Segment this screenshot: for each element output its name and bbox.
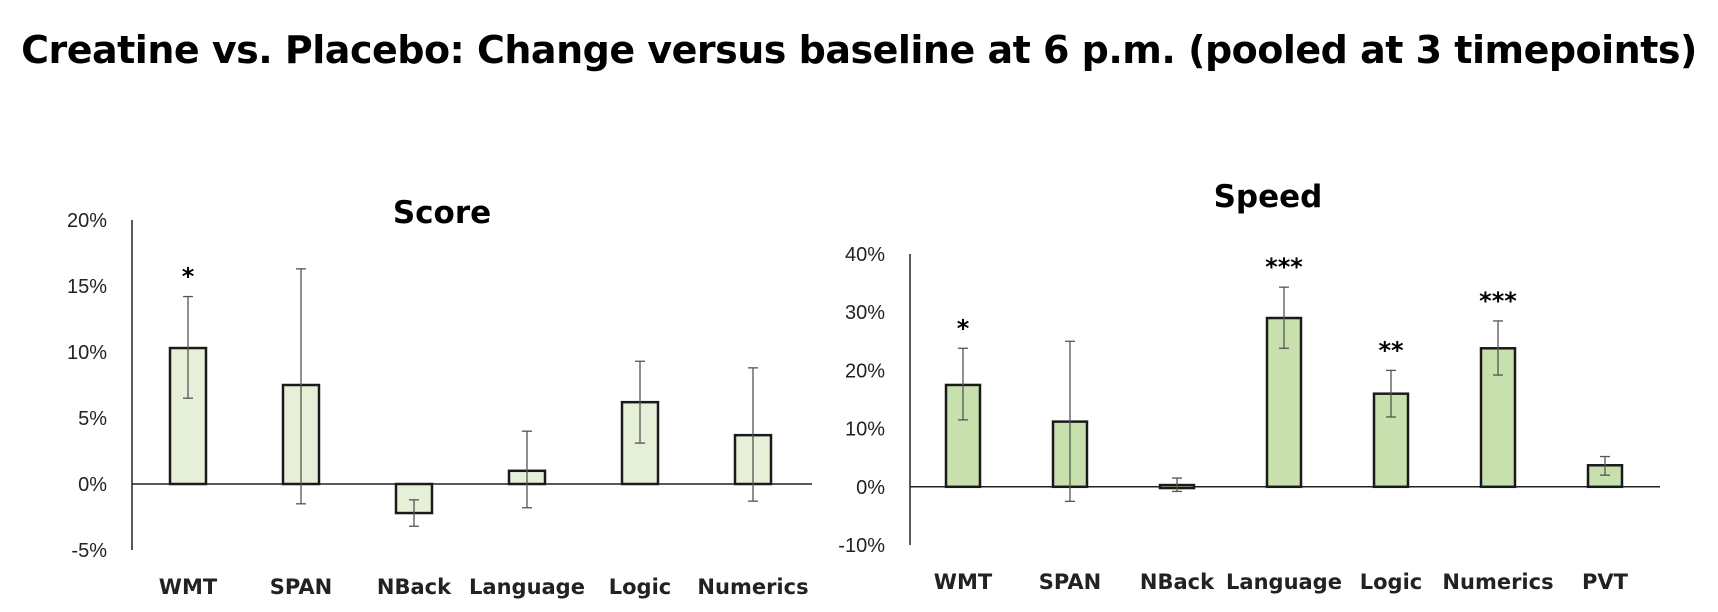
speed-significance-marker: * <box>957 314 970 342</box>
score-category-label: Language <box>469 575 585 599</box>
score-y-tick-label: 20% <box>67 210 107 232</box>
speed-category-label: Language <box>1226 570 1342 594</box>
speed-category-label: SPAN <box>1039 570 1101 594</box>
score-y-tick-label: 5% <box>78 408 107 430</box>
speed-significance-marker: ** <box>1378 336 1404 364</box>
speed-y-tick-label: 40% <box>845 244 885 266</box>
speed-category-label: Numerics <box>1442 570 1553 594</box>
score-category-label: Numerics <box>697 575 808 599</box>
score-y-tick-label: 0% <box>78 474 107 496</box>
score-category-label: WMT <box>159 575 218 599</box>
speed-category-label: WMT <box>934 570 993 594</box>
score-y-tick-label: 10% <box>67 342 107 364</box>
chart-main-title: Creatine vs. Placebo: Change versus base… <box>21 28 1697 72</box>
score-panel-title: Score <box>393 195 491 231</box>
speed-significance-marker: *** <box>1479 287 1517 315</box>
speed-y-tick-label: -10% <box>838 535 885 557</box>
score-category-label: Logic <box>609 575 672 599</box>
score-category-label: SPAN <box>270 575 332 599</box>
score-y-tick-label: 15% <box>67 276 107 298</box>
speed-y-tick-label: 10% <box>845 419 885 441</box>
score-y-tick-label: -5% <box>71 540 107 562</box>
score-significance-marker: * <box>182 263 195 291</box>
speed-significance-marker: *** <box>1265 253 1303 281</box>
speed-category-label: NBack <box>1140 570 1215 594</box>
speed-panel-title: Speed <box>1214 179 1323 215</box>
speed-category-label: PVT <box>1582 570 1629 594</box>
speed-y-tick-label: 20% <box>845 360 885 382</box>
score-category-label: NBack <box>377 575 452 599</box>
speed-y-tick-label: 0% <box>856 477 885 499</box>
speed-y-tick-label: 30% <box>845 302 885 324</box>
speed-category-label: Logic <box>1360 570 1423 594</box>
